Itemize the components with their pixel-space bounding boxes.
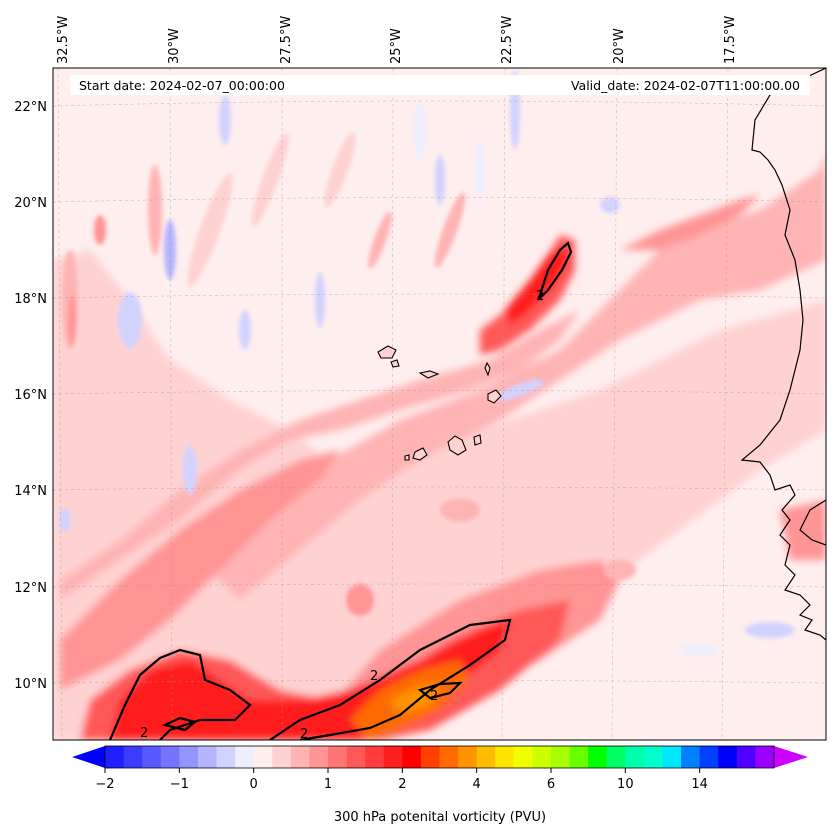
colorbar-tick-label: 0 bbox=[250, 777, 258, 792]
colorbar-tick-label: −1 bbox=[170, 777, 189, 792]
colorbar-ticks: −2 −1 0 1 2 4 6 10 14 bbox=[95, 768, 708, 792]
colorbar-cell bbox=[142, 746, 162, 768]
colorbar-cell bbox=[643, 746, 663, 768]
lon-label: 17.5°W bbox=[723, 16, 738, 64]
colorbar-cell bbox=[216, 746, 236, 768]
lon-label: 32.5°W bbox=[56, 16, 71, 64]
contour-label: 2 bbox=[300, 727, 308, 742]
colorbar-cell bbox=[551, 746, 571, 768]
contour-label: 2 bbox=[430, 689, 438, 704]
start-date-label: Start date: 2024-02-07_00:00:00 bbox=[79, 78, 285, 93]
lat-label: 20°N bbox=[14, 196, 47, 211]
contour-labels: 2 2 2 2 2 bbox=[140, 289, 544, 742]
colorbar-tick-label: 10 bbox=[617, 777, 634, 792]
colorbar-cell bbox=[755, 746, 775, 768]
colorbar-over-arrow bbox=[774, 746, 808, 768]
colorbar-cell bbox=[532, 746, 552, 768]
lon-label: 20°W bbox=[612, 28, 627, 64]
colorbar-cell bbox=[458, 746, 478, 768]
colorbar-cell bbox=[681, 746, 701, 768]
pv-streaks bbox=[59, 70, 795, 656]
lon-label: 27.5°W bbox=[279, 16, 294, 64]
graticule bbox=[53, 68, 826, 740]
header-strip bbox=[70, 75, 810, 95]
colorbar-tick-label: 4 bbox=[473, 777, 481, 792]
coastline bbox=[740, 68, 826, 641]
colorbar: −2 −1 0 1 2 4 6 10 14 300 hPa potenital vorticit… bbox=[72, 745, 808, 825]
colorbar-cell bbox=[495, 746, 515, 768]
colorbar-cell bbox=[588, 746, 608, 768]
lat-label: 10°N bbox=[14, 677, 47, 692]
lon-label: 30°W bbox=[167, 28, 182, 64]
contour-label: 2 bbox=[370, 669, 378, 684]
colorbar-tick-label: 6 bbox=[547, 777, 555, 792]
lon-label: 25°W bbox=[389, 28, 404, 64]
lat-label: 14°N bbox=[14, 484, 47, 499]
map-panel: 2 2 2 2 2 bbox=[53, 68, 826, 742]
colorbar-cell bbox=[513, 746, 533, 768]
colorbar-cell bbox=[272, 746, 292, 768]
lat-label: 16°N bbox=[14, 388, 47, 403]
colorbar-under-arrow bbox=[72, 746, 105, 768]
colorbar-cell bbox=[346, 746, 366, 768]
contour-label: 2 bbox=[536, 289, 544, 304]
colorbar-cell bbox=[179, 746, 199, 768]
colorbar-cell bbox=[197, 746, 217, 768]
lat-label: 18°N bbox=[14, 292, 47, 307]
pv-2-contours bbox=[108, 241, 573, 740]
colorbar-cell bbox=[235, 746, 255, 768]
colorbar-cell bbox=[439, 746, 459, 768]
cape-verde-islands bbox=[377, 345, 502, 461]
colorbar-cells bbox=[105, 746, 775, 768]
colorbar-cell bbox=[309, 746, 329, 768]
contour-label: 2 bbox=[140, 726, 148, 741]
colorbar-cell bbox=[476, 746, 496, 768]
colorbar-cell bbox=[253, 746, 273, 768]
valid-date-label: Valid_date: 2024-02-07T11:00:00.00 bbox=[571, 78, 800, 93]
colorbar-cell bbox=[105, 746, 125, 768]
colorbar-cell bbox=[699, 746, 719, 768]
colorbar-cell bbox=[569, 746, 589, 768]
lat-label: 12°N bbox=[14, 581, 47, 596]
map-frame bbox=[52, 67, 827, 741]
colorbar-cell bbox=[420, 746, 440, 768]
colorbar-cell bbox=[402, 746, 422, 768]
colorbar-cell bbox=[718, 746, 738, 768]
colorbar-tick-label: 1 bbox=[324, 777, 332, 792]
colorbar-tick-label: 2 bbox=[398, 777, 406, 792]
colorbar-cell bbox=[662, 746, 682, 768]
lat-label: 22°N bbox=[14, 100, 47, 115]
lon-label: 22.5°W bbox=[500, 16, 515, 64]
colorbar-tick-label: −2 bbox=[95, 777, 114, 792]
colorbar-cell bbox=[383, 746, 403, 768]
colorbar-cell bbox=[160, 746, 180, 768]
longitude-labels: 32.5°W 30°W 27.5°W 25°W 22.5°W 20°W 17.5… bbox=[56, 16, 738, 64]
colorbar-cell bbox=[290, 746, 310, 768]
colorbar-title: 300 hPa potenital vorticity (PVU) bbox=[334, 810, 546, 825]
colorbar-cell bbox=[625, 746, 645, 768]
colorbar-cell bbox=[736, 746, 756, 768]
colorbar-cell bbox=[123, 746, 143, 768]
latitude-labels: 22°N 20°N 18°N 16°N 14°N 12°N 10°N bbox=[14, 100, 47, 692]
colorbar-cell bbox=[328, 746, 348, 768]
colorbar-cell bbox=[606, 746, 626, 768]
colorbar-frame bbox=[104, 745, 775, 769]
colorbar-tick-label: 14 bbox=[691, 777, 708, 792]
contour-north bbox=[536, 241, 573, 301]
colorbar-cell bbox=[365, 746, 385, 768]
